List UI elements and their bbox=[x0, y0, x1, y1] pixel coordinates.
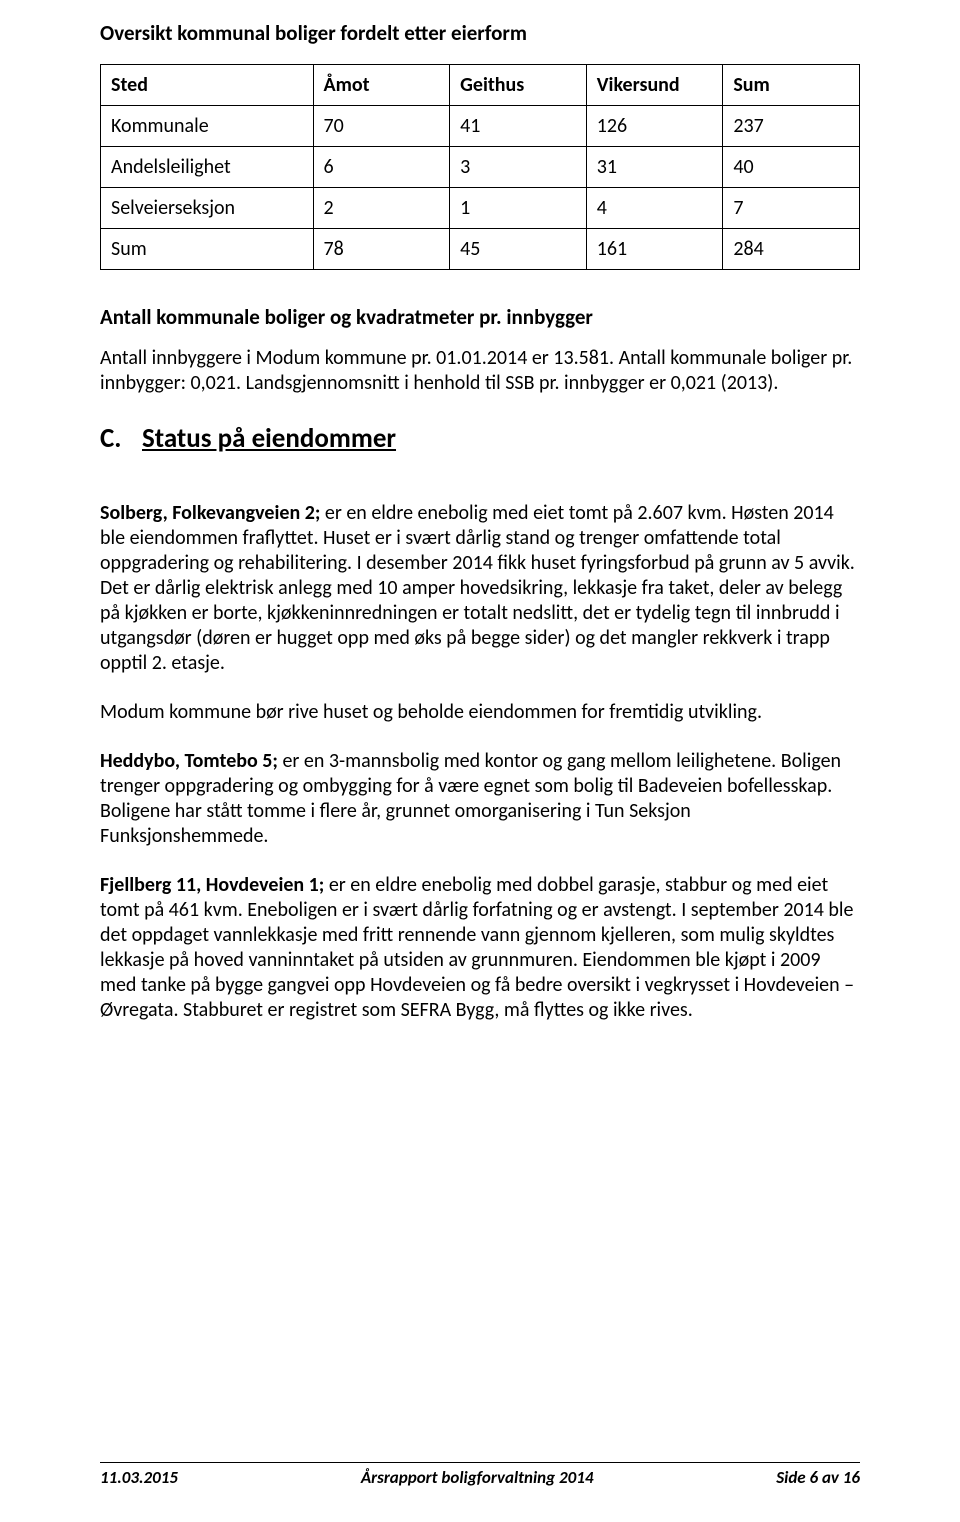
cell: 1 bbox=[450, 188, 587, 229]
cell: 7 bbox=[723, 188, 860, 229]
cell: 31 bbox=[586, 147, 723, 188]
cell: 126 bbox=[586, 106, 723, 147]
table-row: Selveierseksjon 2 1 4 7 bbox=[101, 188, 860, 229]
property-name: Heddybo, Tomtebo 5; bbox=[100, 749, 278, 773]
row-label: Sum bbox=[101, 229, 314, 270]
cell: 41 bbox=[450, 106, 587, 147]
property-text: er en eldre enebolig med eiet tomt på 2.… bbox=[100, 501, 855, 675]
recommendation-text: Modum kommune bør rive huset og beholde … bbox=[100, 700, 860, 725]
col-header: Sted bbox=[101, 65, 314, 106]
cell: 2 bbox=[313, 188, 450, 229]
cell: 40 bbox=[723, 147, 860, 188]
page-title: Oversikt kommunal boliger fordelt etter … bbox=[100, 20, 860, 46]
col-header: Sum bbox=[723, 65, 860, 106]
cell: 3 bbox=[450, 147, 587, 188]
footer-page: Side 6 av 16 bbox=[776, 1467, 860, 1488]
table-header-row: Sted Åmot Geithus Vikersund Sum bbox=[101, 65, 860, 106]
section-c-letter: C. bbox=[100, 422, 142, 455]
table-row: Andelsleilighet 6 3 31 40 bbox=[101, 147, 860, 188]
cell: 284 bbox=[723, 229, 860, 270]
footer-title: Årsrapport boligforvaltning 2014 bbox=[361, 1467, 594, 1488]
col-header: Vikersund bbox=[586, 65, 723, 106]
footer-rule bbox=[100, 1462, 860, 1463]
row-label: Andelsleilighet bbox=[101, 147, 314, 188]
housing-table: Sted Åmot Geithus Vikersund Sum Kommunal… bbox=[100, 64, 860, 270]
section-b-text: Antall innbyggere i Modum kommune pr. 01… bbox=[100, 346, 860, 396]
section-c-title: Status på eiendommer bbox=[142, 422, 396, 455]
col-header: Åmot bbox=[313, 65, 450, 106]
property-solberg: Solberg, Folkevangveien 2; er en eldre e… bbox=[100, 501, 860, 676]
cell: 6 bbox=[313, 147, 450, 188]
row-label: Selveierseksjon bbox=[101, 188, 314, 229]
cell: 161 bbox=[586, 229, 723, 270]
footer-row: 11.03.2015 Årsrapport boligforvaltning 2… bbox=[100, 1467, 860, 1488]
cell: 45 bbox=[450, 229, 587, 270]
table-row: Sum 78 45 161 284 bbox=[101, 229, 860, 270]
cell: 78 bbox=[313, 229, 450, 270]
cell: 237 bbox=[723, 106, 860, 147]
document-page: Oversikt kommunal boliger fordelt etter … bbox=[0, 0, 960, 1522]
page-footer: 11.03.2015 Årsrapport boligforvaltning 2… bbox=[100, 1462, 860, 1488]
cell: 70 bbox=[313, 106, 450, 147]
section-c-heading: C.Status på eiendommer bbox=[100, 422, 860, 455]
property-name: Solberg, Folkevangveien 2; bbox=[100, 501, 320, 525]
property-heddybo: Heddybo, Tomtebo 5; er en 3-mannsbolig m… bbox=[100, 749, 860, 849]
row-label: Kommunale bbox=[101, 106, 314, 147]
col-header: Geithus bbox=[450, 65, 587, 106]
footer-date: 11.03.2015 bbox=[100, 1467, 178, 1488]
property-name: Fjellberg 11, Hovdeveien 1; bbox=[100, 873, 324, 897]
section-b-heading: Antall kommunale boliger og kvadratmeter… bbox=[100, 304, 860, 330]
cell: 4 bbox=[586, 188, 723, 229]
table-row: Kommunale 70 41 126 237 bbox=[101, 106, 860, 147]
property-fjellberg: Fjellberg 11, Hovdeveien 1; er en eldre … bbox=[100, 873, 860, 1023]
